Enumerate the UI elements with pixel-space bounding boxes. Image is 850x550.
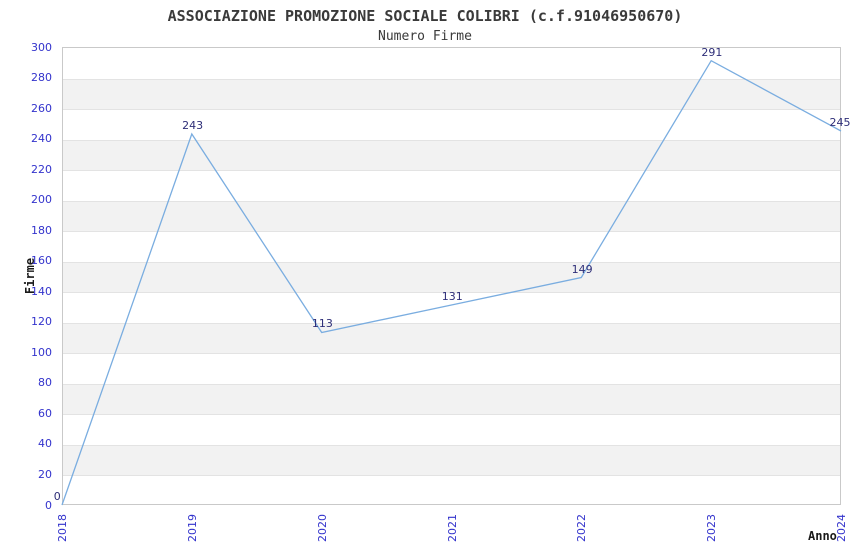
x-tick-label: 2024 <box>835 514 848 542</box>
y-tick-label: 0 <box>45 498 52 512</box>
plot-band <box>63 139 840 171</box>
plot-band <box>63 231 840 262</box>
y-tick-label: 180 <box>31 223 52 237</box>
y-tick-label: 60 <box>38 406 52 420</box>
plot-band <box>63 200 840 232</box>
y-tick-label: 260 <box>31 101 52 115</box>
data-point-label: 149 <box>571 262 593 276</box>
y-tick-label: 160 <box>31 254 52 268</box>
x-tick-label: 2021 <box>445 514 459 542</box>
data-point-label: 291 <box>701 45 723 59</box>
x-tick-label: 2022 <box>575 514 589 542</box>
x-tick-label: 2018 <box>56 514 69 542</box>
plot-band <box>63 353 840 384</box>
x-tick-label: 2019 <box>185 514 199 542</box>
data-point-label: 243 <box>182 119 204 133</box>
y-tick-label: 20 <box>38 467 52 481</box>
x-tick-label: 2020 <box>315 514 329 542</box>
plot-band <box>63 170 840 201</box>
y-tick-label: 300 <box>31 40 52 54</box>
data-point-label: 113 <box>311 317 333 331</box>
y-tick-label: 280 <box>31 71 52 85</box>
plot-band <box>63 414 840 445</box>
y-tick-label: 220 <box>31 162 52 176</box>
y-tick-label: 120 <box>31 315 52 329</box>
plot-band <box>63 322 840 354</box>
y-tick-label: 40 <box>38 437 52 451</box>
data-point-label: 0 <box>53 490 61 503</box>
plot-band <box>63 261 840 293</box>
plot-band <box>63 444 840 476</box>
chart-title: ASSOCIAZIONE PROMOZIONE SOCIALE COLIBRI … <box>167 7 683 25</box>
plot-band <box>63 48 840 79</box>
chart-subtitle: Numero Firme <box>378 29 472 44</box>
y-tick-label: 240 <box>31 132 52 146</box>
plot-band <box>63 109 840 140</box>
x-axis-title: Anno <box>808 529 837 543</box>
y-tick-label: 140 <box>31 284 52 298</box>
x-tick-label: 2023 <box>705 514 719 542</box>
y-tick-label: 80 <box>38 376 52 390</box>
plot-band <box>63 383 840 415</box>
plot-area <box>62 47 841 505</box>
data-point-label: 131 <box>441 290 463 303</box>
y-tick-label: 200 <box>31 193 52 207</box>
y-tick-label: 100 <box>31 345 52 359</box>
data-point-label: 245 <box>829 115 850 129</box>
plot-band <box>63 475 840 506</box>
plot-band <box>63 78 840 110</box>
